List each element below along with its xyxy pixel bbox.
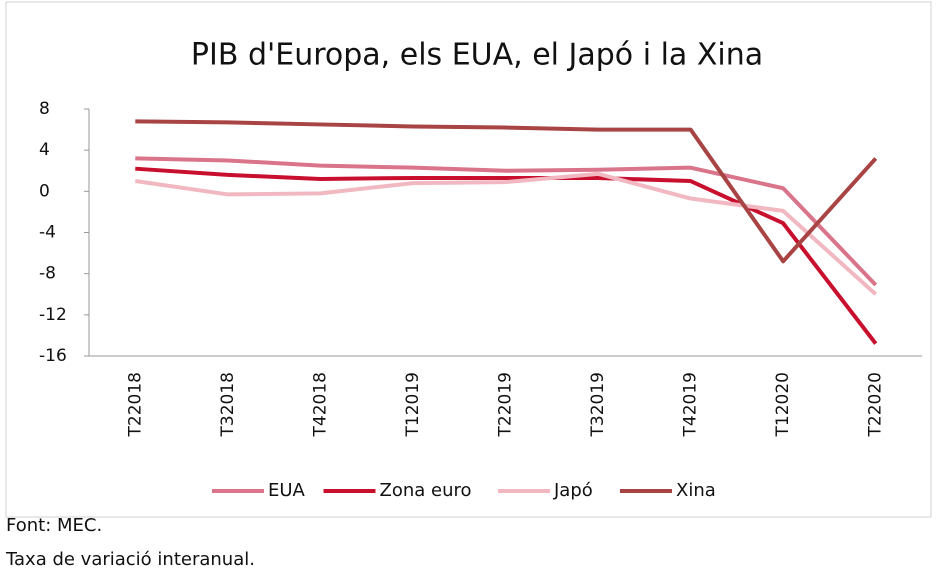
y-tick-label: -12 (39, 305, 67, 325)
note: Taxa de variació interanual. (5, 549, 255, 570)
chart-frame (5, 1, 932, 518)
x-tick-label: T22020 (866, 372, 886, 437)
x-tick-label: T12020 (773, 372, 793, 437)
chart-title: PIB d'Europa, els EUA, el Japó i la Xina (191, 38, 763, 73)
y-tick-label: 0 (39, 181, 50, 201)
legend-label: EUA (268, 480, 306, 501)
y-tick-label: -4 (39, 223, 56, 243)
series-line (134, 171, 878, 296)
series-line (135, 166, 878, 345)
x-tick-label: T42018 (310, 372, 330, 437)
source: Font: MEC. (6, 515, 102, 536)
legend-label: Xina (676, 480, 716, 501)
y-tick-label: -8 (39, 264, 56, 284)
y-tick-label: 4 (39, 140, 50, 160)
x-tick-label: T42019 (681, 372, 701, 437)
y-tick-label: 8 (39, 99, 50, 119)
x-tick-label: T22019 (496, 372, 516, 437)
series-line (135, 119, 878, 264)
x-tick-label: T22018 (125, 372, 145, 437)
legend-label: Japó (553, 480, 593, 501)
y-tick-label: -16 (39, 346, 67, 366)
legend-label: Zona euro (380, 480, 472, 501)
x-tick-label: T32018 (218, 372, 238, 437)
x-tick-label: T32019 (588, 372, 608, 437)
series-line (135, 156, 878, 287)
x-tick-label: T12019 (403, 372, 423, 437)
